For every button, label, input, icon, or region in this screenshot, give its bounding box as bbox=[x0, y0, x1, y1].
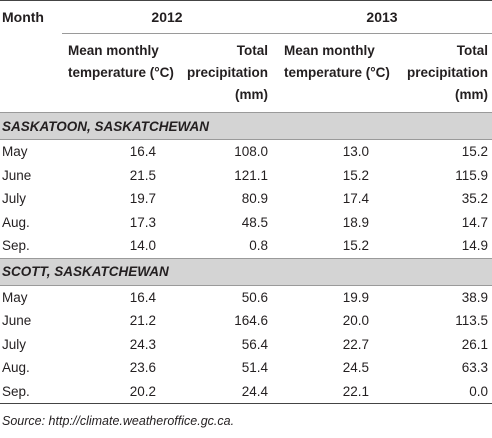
month-cell: Aug. bbox=[2, 360, 30, 376]
table-row: Sep. 14.0 0.8 15.2 14.9 bbox=[0, 234, 492, 258]
temp-2012-cell: 23.6 bbox=[129, 360, 156, 376]
temp-2013-cell: 18.9 bbox=[342, 214, 369, 230]
mean-temp-header-line2: temperature (°C) bbox=[68, 65, 174, 80]
month-cell: May bbox=[2, 289, 28, 305]
precip-header-line2: precipitation bbox=[406, 65, 488, 80]
table-row: May 16.4 50.6 19.9 38.9 bbox=[0, 285, 492, 309]
month-cell: June bbox=[2, 313, 32, 329]
precip-2013-cell: 35.2 bbox=[461, 191, 488, 207]
temp-2013-cell: 15.2 bbox=[342, 167, 369, 183]
precip-2013-cell: 63.3 bbox=[461, 360, 488, 376]
table-row: July 19.7 80.9 17.4 35.2 bbox=[0, 187, 492, 211]
temp-2012-cell: 21.5 bbox=[129, 167, 156, 183]
precip-header-line3: (mm) bbox=[235, 87, 268, 102]
mean-temp-header-line1: Mean monthly bbox=[284, 43, 375, 58]
table-row: June 21.2 164.6 20.0 113.5 bbox=[0, 309, 492, 333]
precip-2012-cell: 56.4 bbox=[241, 336, 268, 352]
precip-2012-cell: 108.0 bbox=[234, 144, 268, 160]
month-cell: May bbox=[2, 144, 28, 160]
year-header-2013: 2013 bbox=[272, 0, 492, 34]
column-header-row: Mean monthly temperature (°C) Total prec… bbox=[0, 34, 492, 113]
precip-2012-cell: 24.4 bbox=[184, 379, 272, 404]
temp-2012-cell: 14.0 bbox=[129, 238, 156, 254]
temp-2012-cell: 16.4 bbox=[129, 144, 156, 160]
temp-2012-cell: 21.2 bbox=[129, 313, 156, 329]
month-cell: July bbox=[2, 191, 27, 207]
precip-header-2013: Total precipitation (mm) bbox=[399, 34, 492, 113]
month-header: Month bbox=[2, 9, 44, 26]
precip-2012-cell: 51.4 bbox=[241, 360, 268, 376]
table-row: June 21.5 121.1 15.2 115.9 bbox=[0, 164, 492, 188]
region-label: SCOTT, SASKATCHEWAN bbox=[0, 257, 492, 286]
temp-2013-cell: 13.0 bbox=[342, 144, 369, 160]
month-cell: July bbox=[2, 336, 27, 352]
source-note: Source: http://climate.weatheroffice.gc.… bbox=[2, 414, 235, 428]
month-cell: Sep. bbox=[2, 238, 30, 254]
temp-2012-cell: 16.4 bbox=[129, 289, 156, 305]
precip-header-2012: Total precipitation (mm) bbox=[184, 34, 272, 113]
precip-2013-cell: 26.1 bbox=[461, 336, 488, 352]
temp-2013-cell: 22.1 bbox=[272, 379, 399, 404]
temp-2013-cell: 15.2 bbox=[342, 238, 369, 254]
temp-2012-cell: 19.7 bbox=[129, 191, 156, 207]
precip-2012-cell: 0.8 bbox=[249, 238, 268, 254]
precip-2013-cell: 15.2 bbox=[461, 144, 488, 160]
region-row: SASKATOON, SASKATCHEWAN bbox=[0, 112, 492, 140]
precip-2013-cell: 0.0 bbox=[399, 379, 492, 404]
precip-2012-cell: 164.6 bbox=[234, 313, 268, 329]
precip-2013-cell: 113.5 bbox=[455, 313, 488, 329]
temp-2013-cell: 17.4 bbox=[342, 191, 369, 207]
precip-header-line1: Total bbox=[456, 43, 488, 58]
month-cell: Aug. bbox=[2, 214, 30, 230]
year-header-2012: 2012 bbox=[62, 0, 272, 34]
precip-2013-cell: 115.9 bbox=[455, 167, 488, 183]
precip-header-line3: (mm) bbox=[455, 87, 488, 102]
table-row: July 24.3 56.4 22.7 26.1 bbox=[0, 333, 492, 357]
climate-table: Month 2012 2013 Mean monthly temperature… bbox=[0, 0, 492, 404]
month-cell: Sep. bbox=[0, 379, 62, 404]
precip-header-line2: precipitation bbox=[186, 65, 268, 80]
precip-2012-cell: 80.9 bbox=[241, 191, 268, 207]
table-body: SASKATOON, SASKATCHEWAN May 16.4 108.0 13.0 1… bbox=[0, 112, 492, 404]
temp-2012-cell: 24.3 bbox=[129, 336, 156, 352]
precip-2012-cell: 121.1 bbox=[234, 167, 268, 183]
table-row: Aug. 23.6 51.4 24.5 63.3 bbox=[0, 356, 492, 380]
empty-header-cell bbox=[0, 34, 62, 113]
table-row: Sep. 20.2 24.4 22.1 0.0 bbox=[0, 379, 492, 404]
mean-temp-header-line2: temperature (°C) bbox=[284, 65, 390, 80]
year-header-row: Month 2012 2013 bbox=[0, 0, 492, 34]
precip-2012-cell: 50.6 bbox=[241, 289, 268, 305]
temp-2013-cell: 19.9 bbox=[342, 289, 369, 305]
precip-2013-cell: 14.7 bbox=[461, 214, 488, 230]
temp-2013-cell: 22.7 bbox=[342, 336, 369, 352]
table-row: May 16.4 108.0 13.0 15.2 bbox=[0, 140, 492, 164]
temp-2012-cell: 17.3 bbox=[129, 214, 156, 230]
region-label: SASKATOON, SASKATCHEWAN bbox=[0, 112, 492, 140]
precip-header-line1: Total bbox=[236, 43, 268, 58]
region-row: SCOTT, SASKATCHEWAN bbox=[0, 257, 492, 286]
mean-temp-header-line1: Mean monthly bbox=[68, 43, 159, 58]
precip-2012-cell: 48.5 bbox=[241, 214, 268, 230]
mean-temp-header-2013: Mean monthly temperature (°C) bbox=[272, 34, 399, 113]
month-cell: June bbox=[2, 167, 32, 183]
temp-2013-cell: 20.0 bbox=[342, 313, 369, 329]
temp-2013-cell: 24.5 bbox=[342, 360, 369, 376]
mean-temp-header-2012: Mean monthly temperature (°C) bbox=[62, 34, 184, 113]
temp-2012-cell: 20.2 bbox=[62, 379, 184, 404]
precip-2013-cell: 38.9 bbox=[461, 289, 488, 305]
table-row: Aug. 17.3 48.5 18.9 14.7 bbox=[0, 211, 492, 235]
precip-2013-cell: 14.9 bbox=[461, 238, 488, 254]
